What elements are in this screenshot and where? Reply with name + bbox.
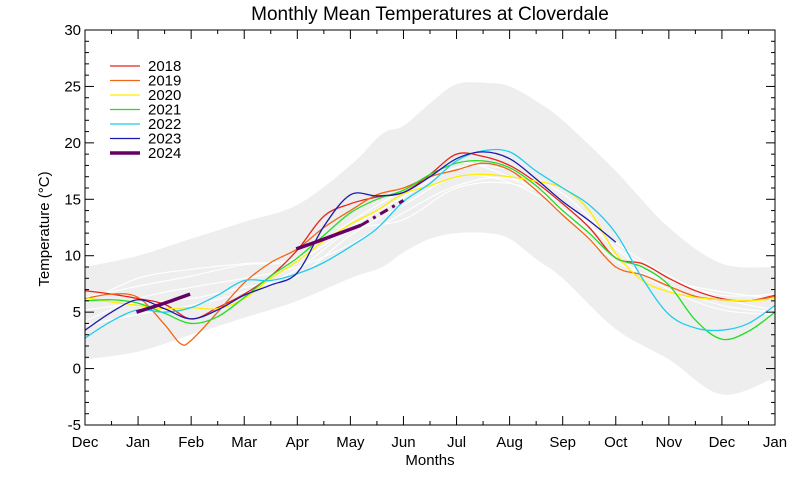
- series-line-2022: [85, 148, 775, 339]
- legend-label-2018: 2018: [148, 58, 181, 75]
- series-line-2021: [85, 159, 775, 341]
- x-tick-label: May: [336, 434, 365, 451]
- x-tick-label: Feb: [178, 434, 204, 451]
- series-lines: [85, 148, 775, 346]
- series-line-2024: [135, 292, 191, 314]
- series-line-2020: [85, 173, 775, 310]
- y-tick-label: 10: [64, 248, 81, 265]
- y-tick-label: 0: [73, 361, 81, 378]
- x-tick-label: Apr: [286, 434, 309, 451]
- historical-line-2: [85, 177, 775, 322]
- x-tick-label: Jan: [126, 434, 150, 451]
- axes: -5 0 5 10 15 20 25 30 Dec Jan Feb Mar Apr May Jun Jul Au…: [64, 22, 787, 451]
- x-axis-title: Months: [405, 452, 454, 469]
- legend-label-2023: 2023: [148, 131, 181, 148]
- historical-line-5: [85, 181, 775, 327]
- y-tick-label: -5: [68, 417, 81, 434]
- series-line-2023: [85, 151, 617, 331]
- series-line-2024-spring: [295, 223, 362, 251]
- legend-label-2021: 2021: [148, 102, 181, 119]
- legend-label-2022: 2022: [148, 116, 181, 133]
- envelope-band: [85, 82, 775, 395]
- y-tick-label: 25: [64, 78, 81, 95]
- x-tick-label: Jan: [763, 434, 787, 451]
- y-tick-label: 15: [64, 191, 81, 208]
- x-tick-label: Aug: [496, 434, 523, 451]
- series-line-2024-forecast: [360, 199, 405, 227]
- x-tick-label: Jun: [391, 434, 415, 451]
- y-axis-title: Temperature (°C): [36, 171, 53, 286]
- legend-label-2019: 2019: [148, 73, 181, 90]
- historical-line-1: [85, 164, 775, 311]
- x-tick-label: Dec: [709, 434, 736, 451]
- legend-label-2024: 2024: [148, 145, 181, 162]
- climate-envelope: [85, 82, 775, 395]
- y-tick-label: 5: [73, 304, 81, 321]
- x-tick-label: Mar: [231, 434, 257, 451]
- y-tick-label: 20: [64, 135, 81, 152]
- legend-label-2020: 2020: [148, 87, 181, 104]
- x-tick-label: Jul: [447, 434, 466, 451]
- x-tick-label: Dec: [72, 434, 99, 451]
- x-tick-label: Sep: [549, 434, 576, 451]
- chart-title: Monthly Mean Temperatures at Cloverdale: [251, 4, 609, 25]
- y-tick-label: 30: [64, 22, 81, 39]
- x-tick-label: Nov: [656, 434, 683, 451]
- x-tick-label: Oct: [604, 434, 628, 451]
